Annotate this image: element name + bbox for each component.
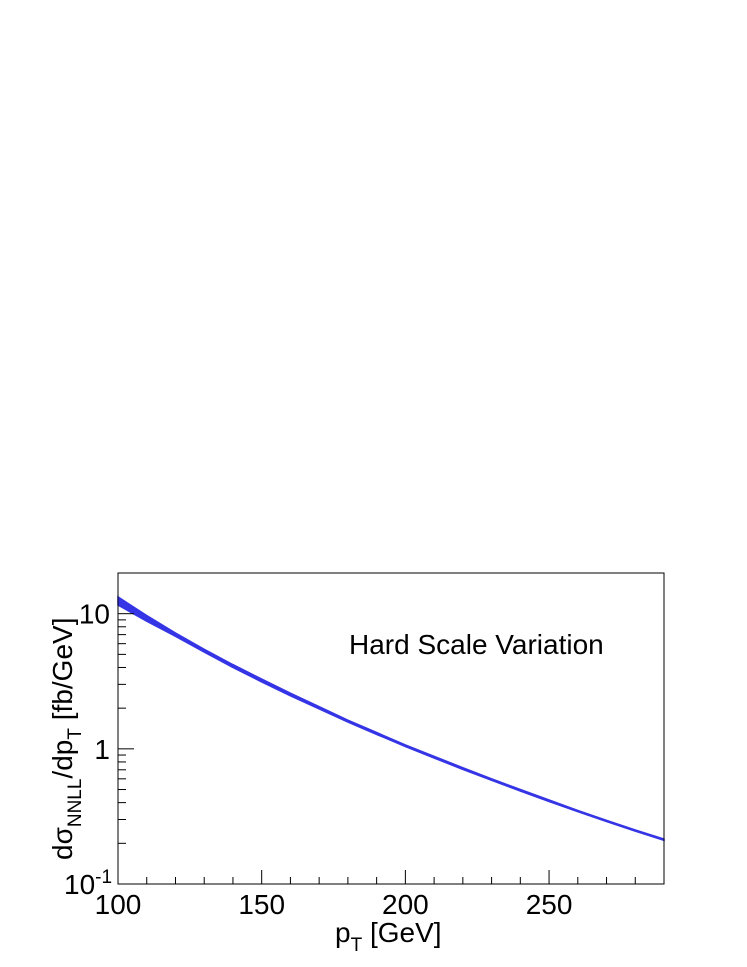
labels-layer: 100 150 200 250 10-1 1 10: [64, 599, 572, 920]
y-axis-title-sub2: T: [65, 728, 86, 740]
y-axis-title-prefix: dσ: [47, 827, 78, 860]
x-tick-label: 100: [95, 889, 142, 920]
y-axis-title-mid: /dp: [47, 740, 78, 779]
x-axis-title: pT [GeV]: [335, 917, 442, 956]
x-tick-label: 200: [382, 889, 429, 920]
y-axis-title-suffix: [fb/GeV]: [47, 618, 78, 729]
ticks-layer: [117, 572, 665, 885]
y-axis-title-sub1: NNLL: [65, 779, 86, 828]
x-tick-label: 150: [238, 889, 285, 920]
x-tick-label: 250: [526, 889, 573, 920]
y-tick-label: 1: [94, 734, 110, 765]
y-axis-title: dσNNLL/dpT [fb/GeV]: [47, 618, 86, 860]
annotation-text: Hard Scale Variation: [349, 629, 604, 660]
plot-frame: [117, 572, 665, 885]
y-tick-label: 10-1: [64, 867, 112, 900]
x-axis-title-suffix: [GeV]: [362, 917, 441, 948]
y-tick-label: 10: [79, 599, 110, 630]
x-axis-title-base: p: [335, 917, 351, 948]
x-axis-title-sub: T: [351, 935, 363, 956]
